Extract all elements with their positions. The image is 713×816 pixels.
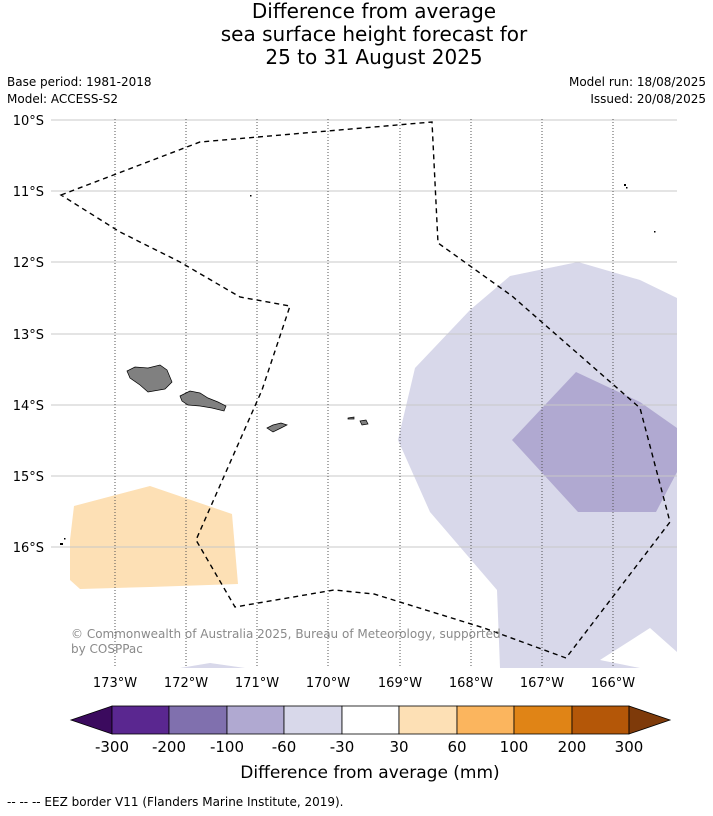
tutuila-island <box>266 422 288 433</box>
small-islets <box>60 184 656 545</box>
colorbar-segment <box>111 705 170 735</box>
anomaly-region-peach <box>70 486 238 589</box>
colorbar-tick: -200 <box>152 738 186 756</box>
longitude-labels: 173°W 172°W 171°W 170°W 169°W 168°W 167°… <box>93 676 635 691</box>
base-period: Base period: 1981-2018 <box>7 75 152 89</box>
ofu-island <box>347 416 355 420</box>
colorbar-tick: -60 <box>272 738 297 756</box>
colorbar-segment <box>168 705 228 735</box>
latitude-labels: 10°S 11°S 12°S 13°S 14°S 15°S 16°S <box>13 114 44 556</box>
lat-label: 10°S <box>13 114 44 129</box>
lat-label: 14°S <box>13 399 44 414</box>
colorbar-tick: 60 <box>447 738 466 756</box>
colorbar-tick: 200 <box>558 738 587 756</box>
lat-label: 16°S <box>13 541 44 556</box>
anomaly-region-light-purple-small <box>180 663 245 668</box>
manua-island <box>359 419 369 426</box>
eez-samoa-border <box>59 121 671 659</box>
lon-label: 166°W <box>591 676 635 691</box>
colorbar-segment <box>456 705 515 735</box>
colorbar-tick: -100 <box>210 738 244 756</box>
lon-label: 170°W <box>306 676 350 691</box>
colorbar-tick: 100 <box>500 738 529 756</box>
colorbar <box>69 705 672 735</box>
savaii-island <box>126 364 173 393</box>
colorbar-label: Difference from average (mm) <box>240 763 499 783</box>
colorbar-segment <box>341 705 400 735</box>
colorbar-extend-low <box>69 705 113 735</box>
upolu-island <box>179 390 227 412</box>
lat-label: 15°S <box>13 470 44 485</box>
colorbar-segment <box>283 705 343 735</box>
lon-label: 171°W <box>235 676 279 691</box>
title-line-2: sea surface height forecast for <box>220 22 528 46</box>
samoa-islands <box>126 364 369 433</box>
lat-label: 11°S <box>13 185 44 200</box>
model-name: Model: ACCESS-S2 <box>7 92 119 106</box>
meta-left: Base period: 1981-2018 Model: ACCESS-S2 <box>7 74 152 108</box>
meta-right: Model run: 18/08/2025 Issued: 20/08/2025 <box>569 74 706 108</box>
colorbar-segment <box>398 705 458 735</box>
colorbar-ticks: -300 -200 -100 -60 -30 30 60 100 200 300 <box>95 738 643 756</box>
title-line-3: 25 to 31 August 2025 <box>265 45 483 69</box>
map-area: © Commonwealth of Australia 2025, Bureau… <box>51 119 677 668</box>
anomaly-region-medium-purple <box>512 372 677 512</box>
colorbar-segment <box>226 705 285 735</box>
colorbar-tick: 30 <box>389 738 408 756</box>
latitude-gridlines <box>51 119 677 548</box>
lat-label: 12°S <box>13 256 44 271</box>
lon-label: 173°W <box>93 676 137 691</box>
lon-label: 169°W <box>378 676 422 691</box>
lat-label: 13°S <box>13 328 44 343</box>
copyright-line-2: by COSPPac <box>71 642 143 656</box>
issued-date: Issued: 20/08/2025 <box>590 92 706 106</box>
colorbar-tick: -300 <box>95 738 129 756</box>
map-title: Difference from average sea surface heig… <box>0 0 713 69</box>
model-run: Model run: 18/08/2025 <box>568 75 706 89</box>
copyright-line-1: © Commonwealth of Australia 2025, Bureau… <box>71 627 501 641</box>
lon-label: 167°W <box>520 676 564 691</box>
colorbar-tick: -30 <box>330 738 355 756</box>
eez-borders <box>59 121 671 659</box>
colorbar-segment <box>513 705 573 735</box>
eez-footnote: -- -- -- EEZ border V11 (Flanders Marine… <box>7 795 344 809</box>
colorbar-tick: 300 <box>615 738 644 756</box>
colorbar-extend-high <box>628 705 672 735</box>
anomaly-white-gap <box>600 628 677 668</box>
title-line-1: Difference from average <box>251 0 497 23</box>
lon-label: 168°W <box>449 676 493 691</box>
colorbar-segment <box>571 705 630 735</box>
lon-label: 172°W <box>164 676 208 691</box>
